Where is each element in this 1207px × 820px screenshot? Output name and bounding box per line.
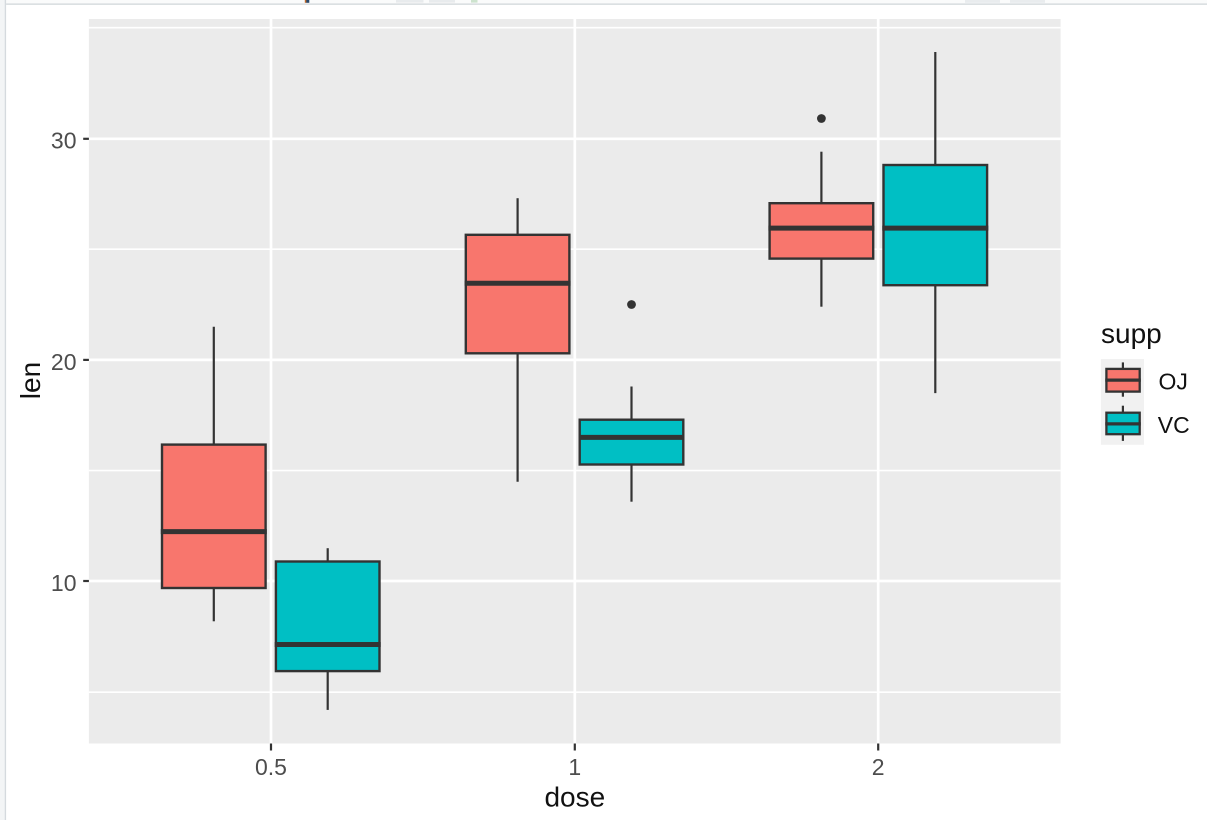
- svg-text:OJ: OJ: [1159, 369, 1188, 395]
- svg-text:supp: supp: [1101, 318, 1162, 349]
- svg-text:20: 20: [51, 349, 77, 375]
- svg-text:0.5: 0.5: [255, 754, 287, 780]
- svg-text:2: 2: [872, 754, 885, 780]
- svg-text:30: 30: [51, 128, 77, 154]
- svg-text:10: 10: [51, 570, 77, 596]
- svg-text:VC: VC: [1158, 412, 1190, 438]
- svg-text:len: len: [15, 362, 46, 399]
- svg-text:1: 1: [568, 754, 581, 780]
- svg-text:dose: dose: [544, 782, 605, 813]
